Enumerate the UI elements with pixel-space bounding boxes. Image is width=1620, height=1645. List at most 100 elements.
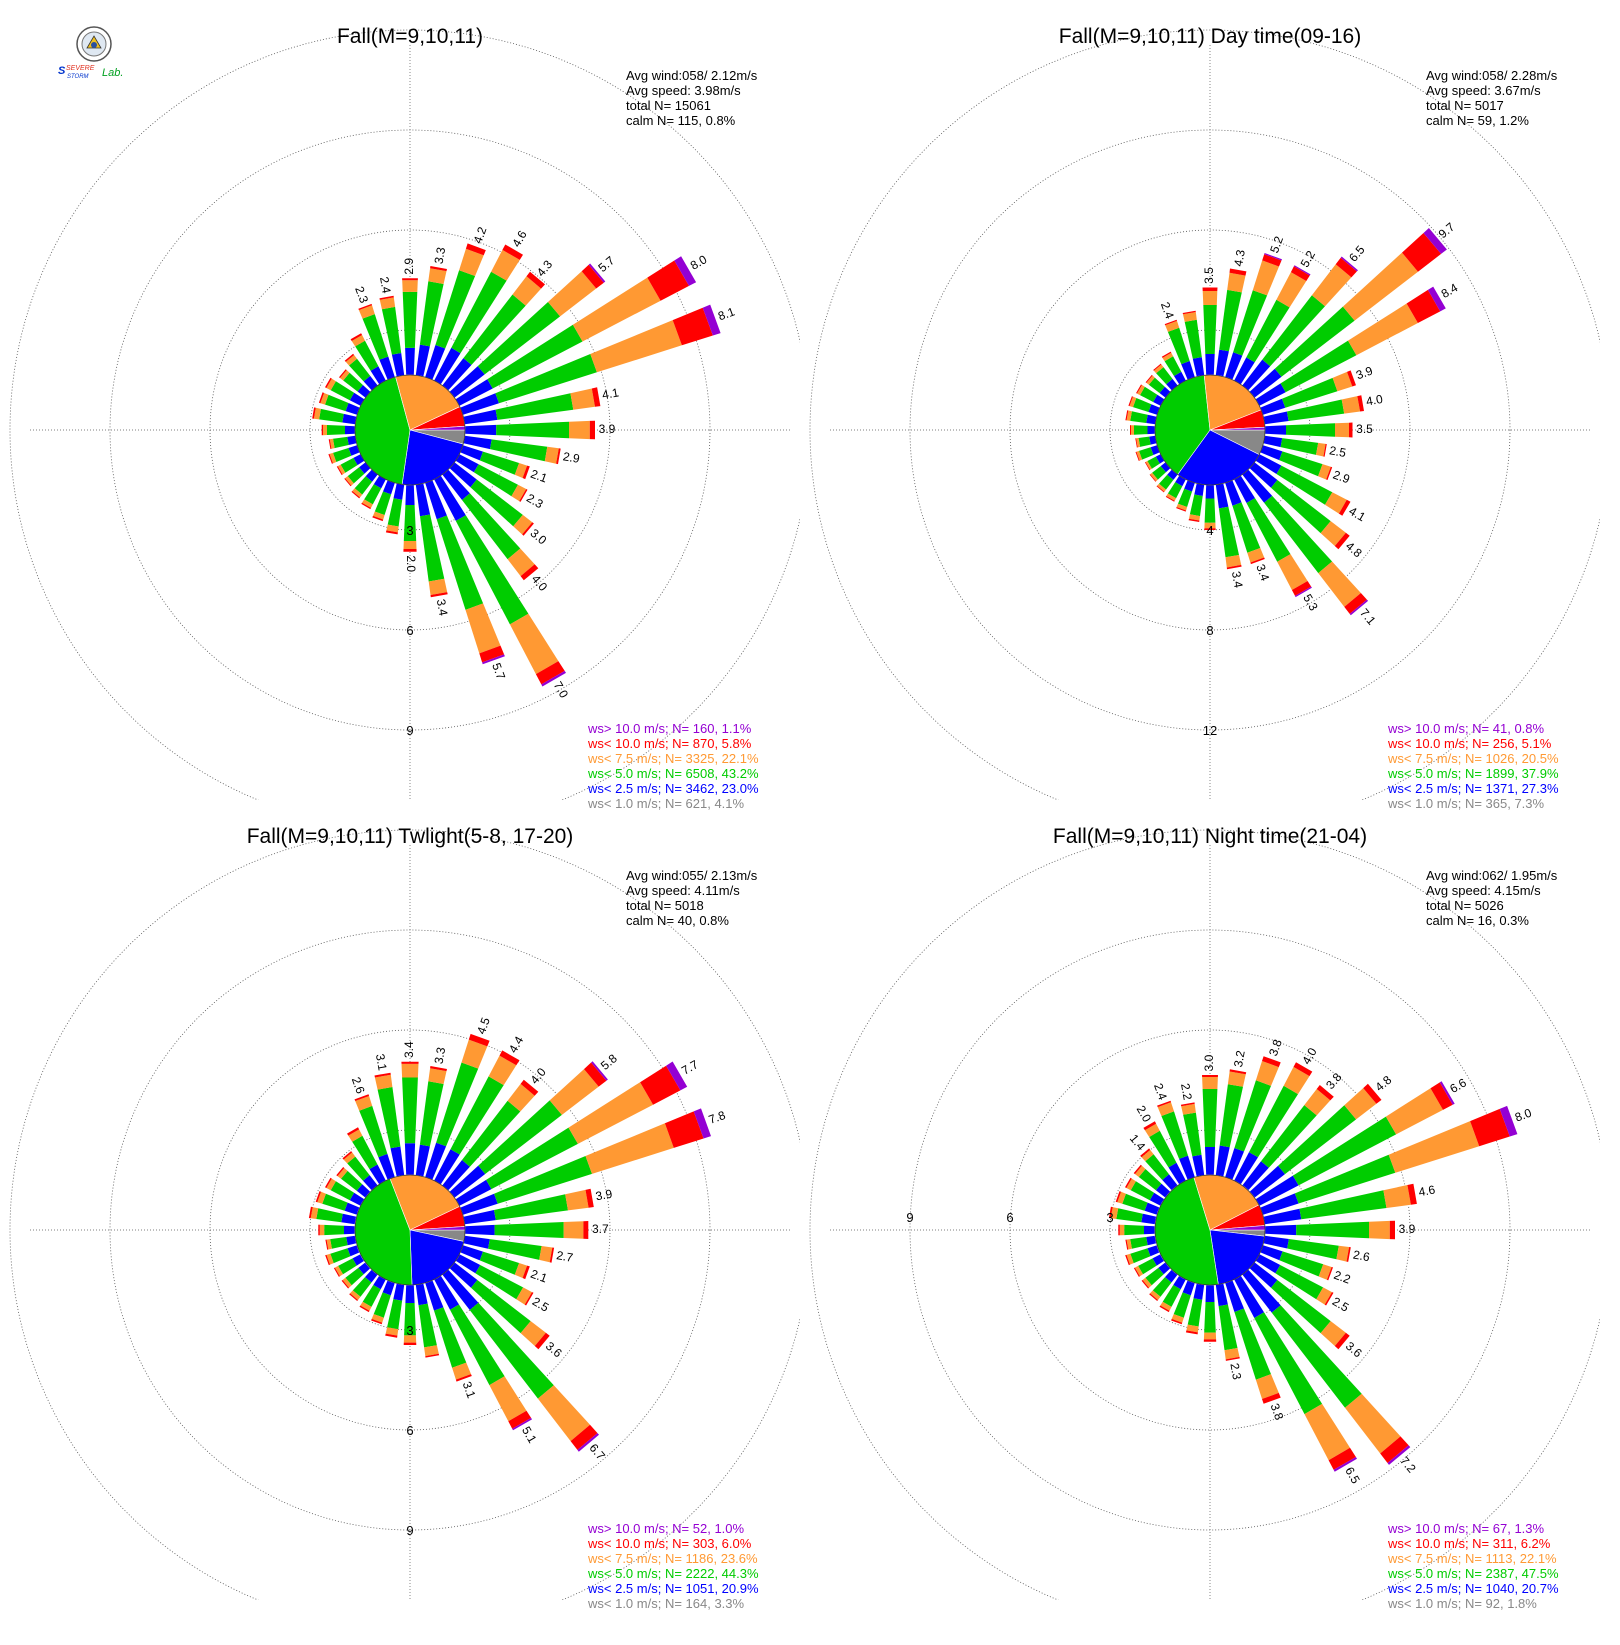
spoke-segment: [344, 1202, 360, 1215]
spoke-segment: [1149, 435, 1157, 445]
spoke-segment: [374, 491, 392, 515]
stats-line: calm N= 16, 0.3%: [1426, 913, 1529, 928]
spoke-value-label: 4.0: [527, 1065, 549, 1087]
spoke-250: [1135, 445, 1160, 461]
spoke-290: [318, 392, 360, 415]
spoke-segment: [1215, 1145, 1230, 1177]
legend-entry: ws< 5.0 m/s; N= 2222, 44.3%: [587, 1566, 759, 1581]
spoke-segment: [348, 445, 360, 456]
spoke-segment: [1203, 1339, 1217, 1342]
spoke-segment: [393, 483, 405, 500]
spoke-segment: [1135, 1165, 1146, 1177]
spoke-290: [1115, 1191, 1160, 1215]
legend-entry: ws< 7.5 m/s; N= 1186, 23.6%: [587, 1551, 758, 1566]
spoke-segment: [455, 1254, 481, 1274]
spoke-segment: [1125, 410, 1129, 421]
pie-outline: [354, 1174, 466, 1286]
spoke-100: 2.6: [1263, 1235, 1371, 1264]
spoke-value-label: 5.2: [1298, 248, 1319, 270]
spoke-segment: [1304, 1089, 1331, 1116]
spoke-value-label: 2.1: [529, 467, 550, 486]
spoke-value-label: 2.7: [555, 1248, 574, 1265]
spoke-segment: [1149, 1192, 1165, 1206]
spoke-segment: [319, 1224, 325, 1236]
spoke-320: [342, 1151, 378, 1191]
spoke-segment: [1344, 1088, 1377, 1120]
spoke-segment: [1166, 493, 1177, 501]
spoke-segment: [1153, 364, 1164, 374]
spoke-segment: [1260, 1193, 1299, 1215]
spoke-segment: [452, 1362, 471, 1380]
legend-entry: ws< 7.5 m/s; N= 1113, 22.1%: [1387, 1551, 1557, 1566]
spoke-140: 6.7: [442, 1269, 608, 1463]
spoke-segment: [434, 1307, 467, 1368]
spoke-segment: [479, 645, 505, 663]
spoke-segment: [364, 484, 382, 505]
spoke-segment: [337, 1168, 348, 1179]
spoke-segment: [1178, 488, 1192, 507]
stats-line: calm N= 115, 0.8%: [626, 113, 736, 128]
spoke-160: 3.1: [425, 1280, 479, 1400]
spoke-segment: [672, 307, 713, 346]
spoke-segment: [347, 467, 365, 484]
spoke-segment: [1242, 359, 1271, 391]
spoke-segment: [1311, 264, 1352, 307]
spoke-segment: [1250, 557, 1265, 565]
spoke-segment: [442, 1160, 470, 1191]
spoke-segment: [1225, 1280, 1244, 1312]
spoke-value-label: 3.0: [528, 526, 550, 548]
spoke-segment: [1278, 1105, 1357, 1175]
spoke-segment: [434, 347, 461, 385]
spoke-segment: [1332, 371, 1353, 392]
spoke-150: 5.1: [434, 1275, 540, 1446]
severe-storm-lab-logo: S SEVERE STORM Lab.: [54, 26, 144, 84]
spoke-220: [1156, 469, 1178, 493]
ring-label: 3: [406, 523, 413, 538]
spoke-350: 2.4: [377, 276, 405, 377]
spoke-220: [1149, 1269, 1178, 1301]
pie-outline: [1154, 374, 1266, 486]
spoke-260: [1135, 435, 1157, 448]
spoke-segment: [339, 369, 347, 378]
spoke-20: 3.8: [1225, 1037, 1285, 1180]
stats-line: Avg speed: 4.15m/s: [1426, 883, 1541, 898]
spoke-segment: [577, 1433, 599, 1452]
spoke-segment: [1124, 1224, 1144, 1236]
spoke-segment: [1148, 404, 1160, 415]
spoke-value-label: 4.1: [1346, 504, 1368, 525]
spoke-segment: [647, 260, 689, 301]
spoke-segment: [1133, 1164, 1142, 1175]
spoke-value-label: 2.6: [349, 1075, 368, 1096]
spoke-segment: [479, 451, 520, 475]
spoke-350: 3.1: [373, 1053, 405, 1177]
spoke-260: [325, 1235, 357, 1250]
spoke-segment: [455, 379, 493, 406]
spoke-segment: [548, 271, 597, 317]
spoke-90: 3.9: [465, 420, 616, 440]
spoke-segment: [449, 366, 485, 398]
spoke-segment: [1349, 599, 1369, 616]
spoke-segment: [581, 264, 604, 289]
spoke-segment: [1188, 518, 1200, 522]
spoke-segment: [1136, 384, 1142, 394]
spoke-segment: [322, 1193, 348, 1211]
legend-entry: ws< 7.5 m/s; N= 3325, 22.1%: [587, 751, 759, 766]
spoke-330: [350, 333, 386, 385]
spoke-segment: [702, 304, 721, 336]
spoke-segment: [1279, 451, 1323, 477]
spoke-segment: [1346, 1247, 1351, 1262]
spoke-segment: [1143, 1121, 1157, 1131]
legend-entry: ws> 10.0 m/s; N= 41, 0.8%: [1387, 721, 1545, 736]
spoke-segment: [1149, 1130, 1177, 1168]
spoke-segment: [308, 1206, 313, 1219]
spoke-segment: [1193, 1283, 1205, 1300]
spoke-segment: [471, 1280, 531, 1334]
spoke-segment: [391, 353, 405, 377]
spoke-value-label: 3.2: [1231, 1049, 1248, 1068]
spoke-220: [351, 469, 378, 499]
spoke-segment: [1184, 480, 1195, 492]
spoke-10: 3.3: [415, 1046, 448, 1177]
spoke-segment: [570, 1424, 598, 1450]
spoke-segment: [1304, 1403, 1350, 1461]
spoke-segment: [342, 1277, 352, 1288]
